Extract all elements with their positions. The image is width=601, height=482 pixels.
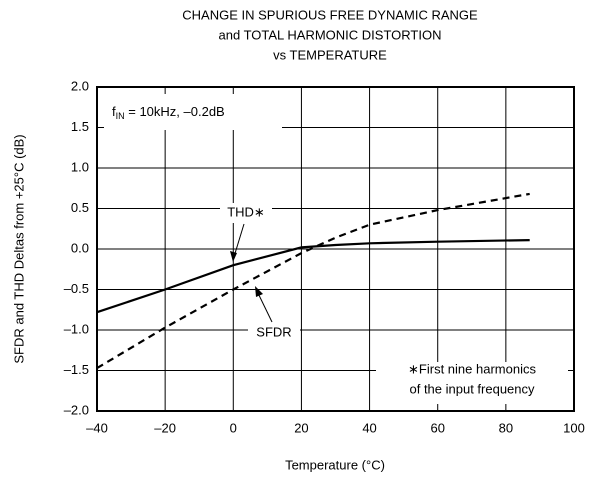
condition-sub: IN [116, 111, 125, 121]
chart-title: CHANGE IN SPURIOUS FREE DYNAMIC RANGE [182, 7, 478, 22]
y-tick-label: 0.0 [71, 240, 89, 255]
y-axis-label: SFDR and THD Deltas from +25°C (dB) [11, 134, 26, 363]
arrow-head [255, 286, 263, 297]
plot-frame [96, 86, 575, 412]
series-line [96, 239, 530, 314]
y-tick-label: –1.0 [64, 321, 89, 336]
y-tick-label: 1.5 [71, 119, 89, 134]
series-label: SFDR [256, 324, 291, 339]
label-box [248, 322, 300, 344]
x-tick-label: 0 [230, 420, 237, 435]
x-tick-label: –20 [154, 420, 176, 435]
label-box [220, 203, 272, 223]
x-tick-label: 20 [294, 420, 308, 435]
y-tick-label: 1.0 [71, 159, 89, 174]
chart-title: and TOTAL HARMONIC DISTORTION [219, 27, 442, 42]
x-axis-label: Temperature (°C) [285, 457, 385, 472]
condition-base: f [112, 104, 116, 119]
y-tick-label: –2.0 [64, 402, 89, 417]
footnote-box [376, 362, 568, 404]
series-line [96, 192, 530, 370]
condition-rest: = 10kHz, –0.2dB [125, 104, 225, 119]
footnote: of the input frequency [409, 381, 535, 396]
x-tick-label: 40 [362, 420, 376, 435]
y-tick-label: 0.5 [71, 200, 89, 215]
arrow-head [230, 251, 237, 262]
condition-label: fIN = 10kHz, –0.2dB [112, 104, 225, 121]
footnote: ∗First nine harmonics [408, 361, 536, 376]
x-tick-label: 100 [563, 420, 585, 435]
series-label: THD∗ [227, 204, 265, 219]
y-tick-label: –1.5 [64, 362, 89, 377]
x-tick-label: 80 [499, 420, 513, 435]
y-tick-label: –0.5 [64, 281, 89, 296]
chart-title: vs TEMPERATURE [273, 47, 387, 62]
x-tick-label: –40 [86, 420, 108, 435]
x-tick-label: 60 [430, 420, 444, 435]
y-tick-label: 2.0 [71, 78, 89, 93]
condition-box [104, 94, 282, 130]
